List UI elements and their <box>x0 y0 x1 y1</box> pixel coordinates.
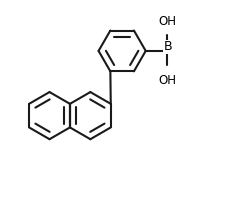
Text: OH: OH <box>158 74 175 87</box>
Text: OH: OH <box>158 15 175 28</box>
Text: B: B <box>163 40 172 53</box>
